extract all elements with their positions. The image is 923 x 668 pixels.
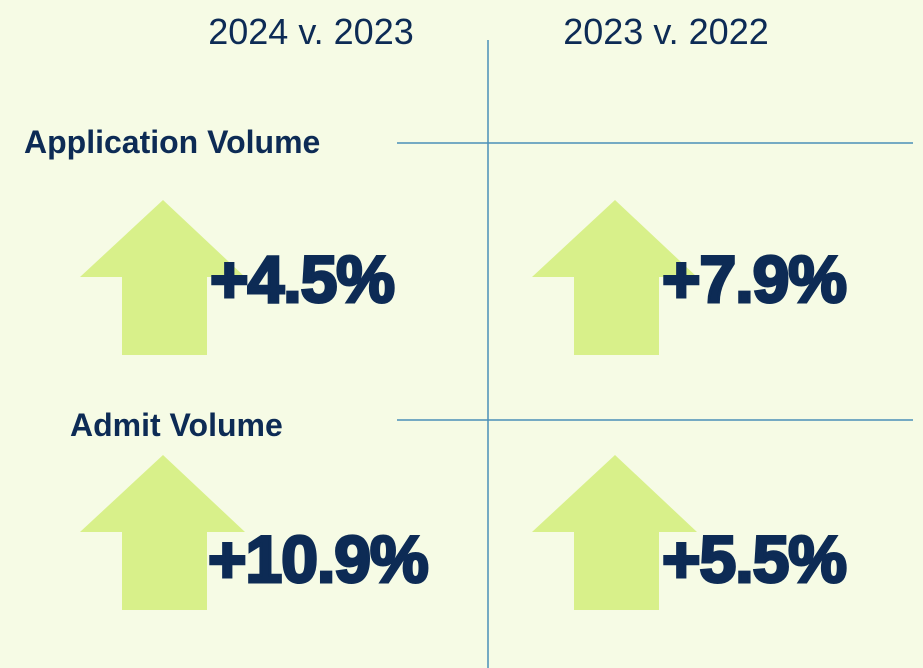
up-arrow xyxy=(532,455,697,610)
up-arrow xyxy=(532,200,697,355)
change-value: +4.5% xyxy=(210,242,394,316)
row-label: Admit Volume xyxy=(70,407,283,443)
change-value: +5.5% xyxy=(662,522,846,596)
column-header: 2024 v. 2023 xyxy=(208,11,414,52)
column-header: 2023 v. 2022 xyxy=(563,11,769,52)
up-arrow xyxy=(80,455,245,610)
change-value: +7.9% xyxy=(662,242,846,316)
up-arrow xyxy=(80,200,245,355)
change-value: +10.9% xyxy=(208,522,428,596)
row-label: Application Volume xyxy=(24,124,320,160)
